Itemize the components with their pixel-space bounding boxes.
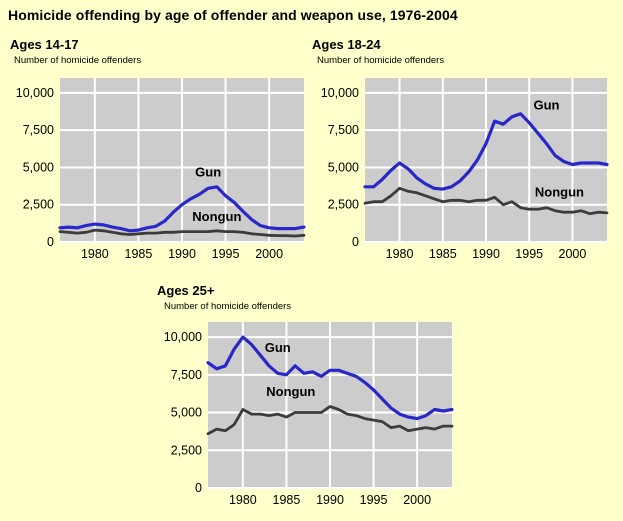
gun-series-line [206, 335, 454, 421]
x-tick-label: 1990 [168, 247, 196, 261]
x-tick-label: 1995 [515, 247, 543, 261]
x-tick-label: 1990 [472, 247, 500, 261]
x-tick-label: 1980 [81, 247, 109, 261]
y-tick-label: 0 [352, 235, 359, 249]
x-tick-label: 1980 [229, 493, 257, 507]
x-tick-label: 1995 [360, 493, 388, 507]
gun-series-line [58, 185, 306, 233]
x-tick-label: 1980 [386, 247, 414, 261]
y-tick-label: 7,500 [23, 123, 54, 137]
chart-title-ages-25plus: Ages 25+ [157, 283, 215, 298]
series-label-gun: Gun [195, 164, 221, 179]
chart-title-ages-14-17: Ages 14-17 [10, 37, 79, 52]
x-tick-label: 2000 [559, 247, 587, 261]
chart-plot-ages-25plus: 1980 1985 1990 1995 2000 0 2,500 5,000 7,500 10,0… [164, 322, 454, 507]
nongun-series-line [58, 228, 306, 238]
x-tick-label: 1985 [273, 493, 301, 507]
y-tick-label: 2,500 [171, 443, 202, 457]
nongun-series-line [206, 405, 454, 436]
y-tick-label: 2,500 [328, 198, 359, 212]
y-tick-label: 7,500 [328, 123, 359, 137]
chart-plot-ages-14-17: 1980 1985 1990 1995 2000 0 2,500 5,000 7,500 10,0… [16, 78, 306, 261]
y-tick-label: 0 [195, 481, 202, 495]
y-tick-label: 0 [47, 235, 54, 249]
y-tick-label: 2,500 [23, 198, 54, 212]
y-tick-label: 10,000 [164, 330, 202, 344]
series-label-gun: Gun [534, 97, 560, 112]
y-tick-label: 7,500 [171, 368, 202, 382]
page-title: Homicide offending by age of offender an… [8, 7, 458, 23]
y-tick-label: 5,000 [23, 160, 54, 174]
x-tick-label: 1990 [316, 493, 344, 507]
y-tick-label: 5,000 [328, 160, 359, 174]
nongun-series-line [363, 186, 609, 216]
chart-title-ages-18-24: Ages 18-24 [312, 37, 381, 52]
chart-ylabel-ages-18-24: Number of homicide offenders [317, 55, 445, 66]
x-tick-label: 1985 [125, 247, 153, 261]
x-tick-label: 1985 [429, 247, 457, 261]
series-label-gun: Gun [265, 340, 291, 355]
series-label-nongun: Nongun [535, 185, 584, 200]
chart-plot-ages-18-24: 1980 1985 1990 1995 2000 0 2,500 5,000 7,500 10,0… [321, 78, 609, 261]
y-tick-label: 5,000 [171, 406, 202, 420]
chart-ylabel-ages-14-17: Number of homicide offenders [14, 55, 142, 66]
x-tick-label: 2000 [255, 247, 283, 261]
series-label-nongun: Nongun [266, 384, 315, 399]
x-tick-label: 1995 [212, 247, 240, 261]
y-tick-label: 10,000 [321, 86, 359, 100]
series-label-nongun: Nongun [192, 209, 241, 224]
chart-ylabel-ages-25plus: Number of homicide offenders [164, 301, 292, 312]
y-tick-label: 10,000 [16, 86, 54, 100]
x-tick-label: 2000 [403, 493, 431, 507]
gun-series-line [363, 112, 609, 191]
